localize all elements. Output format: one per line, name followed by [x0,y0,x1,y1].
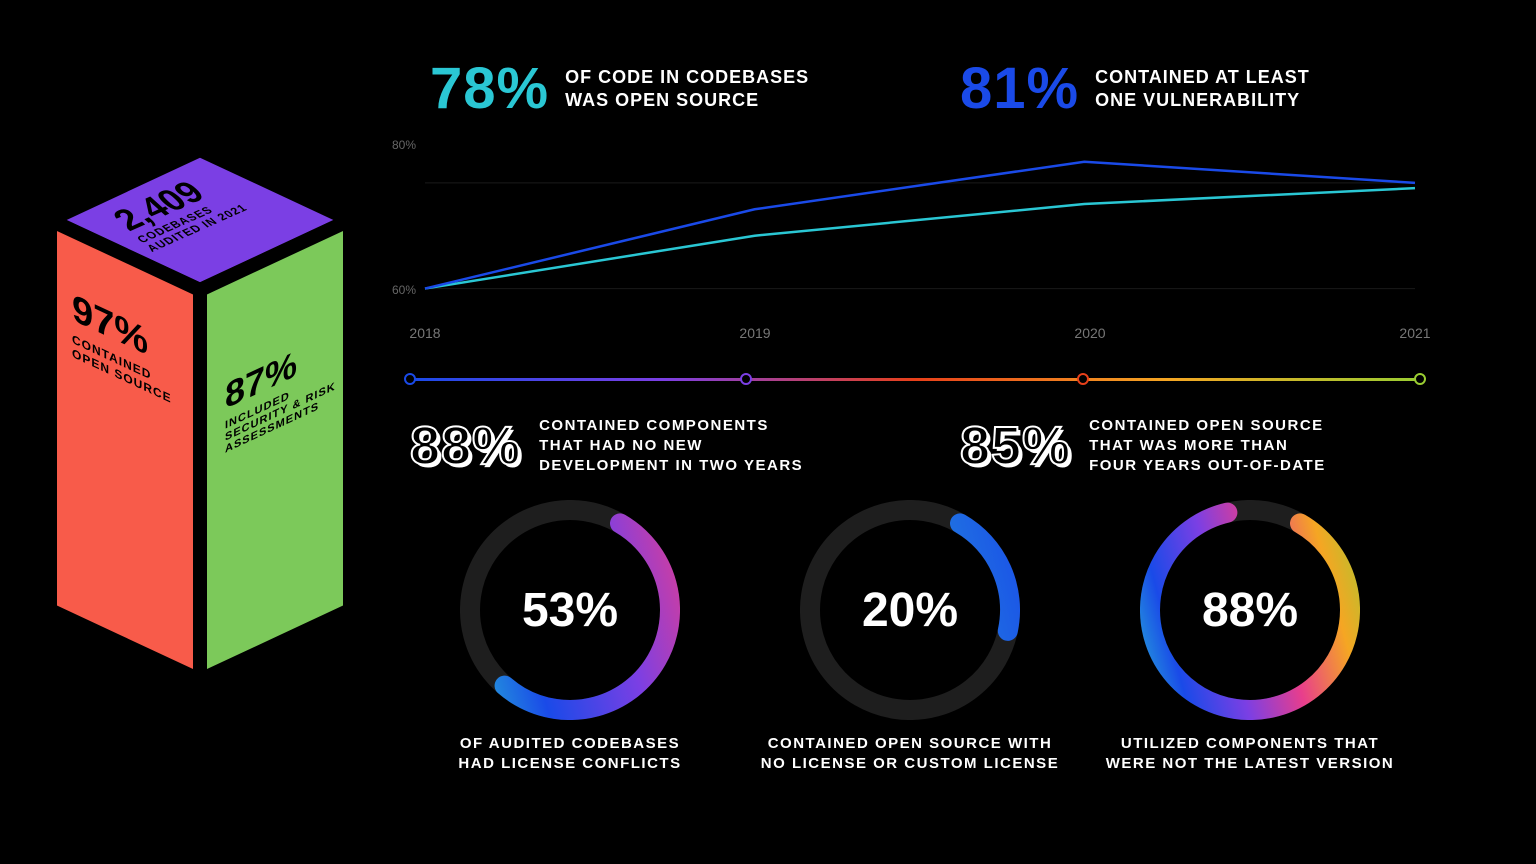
x-tick-label: 2019 [739,325,770,341]
headline-open-source: 78% OF CODE IN CODEBASES WAS OPEN SOURCE [430,55,809,122]
donut-value: 53% [420,500,720,720]
donut-caption: CONTAINED OPEN SOURCE WITH NO LICENSE OR… [760,734,1060,775]
x-tick-label: 2021 [1399,325,1430,341]
line-chart-svg [400,125,1430,335]
stat-no-new-dev: 88% CONTAINED COMPONENTS THAT HAD NO NEW… [410,415,803,477]
donut-caption: OF AUDITED CODEBASES HAD LICENSE CONFLIC… [420,734,720,775]
donut-license-conflicts: 53% OF AUDITED CODEBASES HAD LICENSE CON… [420,500,720,775]
donut-value: 20% [760,500,1060,720]
x-tick-label: 2020 [1074,325,1105,341]
stat-desc: CONTAINED COMPONENTS THAT HAD NO NEW DEV… [539,416,803,477]
trend-line-chart: 80% 60% 2018 2019 2020 2021 [400,125,1430,335]
timeline-bar [410,378,1420,381]
timeline-dot [404,373,416,385]
timeline-dot [1414,373,1426,385]
y-tick-label: 60% [392,283,416,297]
stat-desc: CONTAINED OPEN SOURCE THAT WAS MORE THAN… [1089,416,1326,477]
stat-out-of-date: 85% CONTAINED OPEN SOURCE THAT WAS MORE … [960,415,1326,477]
iso-stat-box: 2,409 CODEBASES AUDITED IN 2021 97% CONT… [30,140,370,700]
donut-no-license: 20% CONTAINED OPEN SOURCE WITH NO LICENS… [760,500,1060,775]
headline-value: 81% [960,55,1079,122]
headline-value: 78% [430,55,549,122]
headline-vulnerability: 81% CONTAINED AT LEAST ONE VULNERABILITY [960,55,1310,122]
timeline-dot [1077,373,1089,385]
headline-desc: CONTAINED AT LEAST ONE VULNERABILITY [1095,66,1310,111]
donut-not-latest: 88% UTILIZED COMPONENTS THAT WERE NOT TH… [1100,500,1400,775]
stat-value: 88% [410,415,521,477]
timeline-dot [740,373,752,385]
x-tick-label: 2018 [409,325,440,341]
y-tick-label: 80% [392,138,416,152]
headline-desc: OF CODE IN CODEBASES WAS OPEN SOURCE [565,66,809,111]
year-timeline [410,375,1420,385]
stat-value: 85% [960,415,1071,477]
donut-caption: UTILIZED COMPONENTS THAT WERE NOT THE LA… [1100,734,1400,775]
donut-value: 88% [1100,500,1400,720]
